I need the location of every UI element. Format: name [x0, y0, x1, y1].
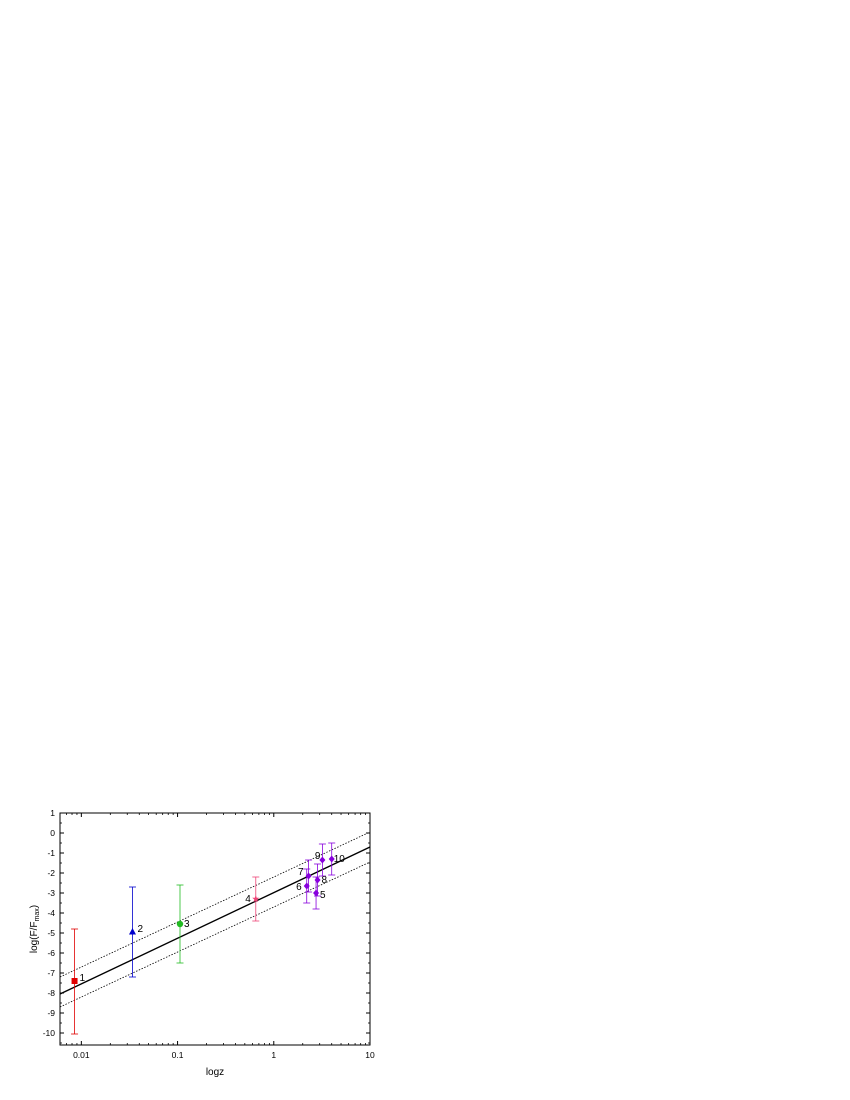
x-tick-label: 1 — [271, 1050, 276, 1060]
upper-bound-line — [59, 831, 371, 978]
point-label-7: 7 — [298, 867, 304, 878]
y-tick-labels: 1 0 -1 -2 -3 -4 -5 -6 -7 -8 -9 -10 — [43, 808, 56, 1038]
point-1-marker — [71, 978, 78, 984]
x-tick-label: 0.01 — [73, 1050, 90, 1060]
point-4-marker — [252, 895, 260, 903]
error-bars — [71, 842, 336, 1035]
point-7-marker — [305, 872, 312, 880]
point-label-8: 8 — [322, 875, 328, 886]
plot-frame — [59, 812, 371, 1046]
plot-lines — [59, 831, 371, 1008]
y-axis-title-main: log(F/F — [29, 921, 40, 953]
y-tick-label: -10 — [43, 1028, 56, 1038]
point-label-5: 5 — [320, 890, 326, 901]
point-label-6: 6 — [296, 882, 302, 893]
point-3-marker — [176, 920, 184, 928]
point-label-4: 4 — [245, 894, 251, 905]
point-9-marker — [319, 856, 326, 864]
point-5-marker — [313, 889, 320, 897]
fit-line — [59, 846, 371, 995]
point-label-1: 1 — [80, 973, 86, 984]
point-label-3: 3 — [184, 919, 190, 930]
y-tick-label: -1 — [47, 848, 55, 858]
y-tick-label: -3 — [47, 888, 55, 898]
y-tick-label: -8 — [47, 988, 55, 998]
y-axis-title-close: ) — [29, 905, 40, 908]
point-6-marker — [303, 882, 310, 890]
y-axis-title-sub: max — [34, 908, 41, 922]
x-tick-labels: 0.01 0.1 1 10 — [73, 1050, 375, 1060]
point-2-marker — [128, 928, 136, 935]
y-tick-label: -7 — [47, 968, 55, 978]
x-tick-label: 0.1 — [172, 1050, 184, 1060]
point-8-marker — [314, 876, 321, 884]
y-tick-label: -9 — [47, 1008, 55, 1018]
y-tick-label: -4 — [47, 908, 55, 918]
y-tick-label: 0 — [50, 828, 55, 838]
x-axis-title: logz — [206, 1067, 224, 1078]
x-tick-label: 10 — [365, 1050, 375, 1060]
point-labels: 1 2 3 4 5 6 7 8 9 10 — [80, 851, 346, 984]
y-tick-label: -6 — [47, 948, 55, 958]
lower-bound-line — [59, 861, 371, 1008]
point-label-9: 9 — [315, 851, 321, 862]
axis-ticks — [59, 812, 371, 1045]
y-axis-title: log(F/Fmax) — [29, 905, 41, 953]
y-tick-label: -5 — [47, 928, 55, 938]
y-tick-label: -2 — [47, 868, 55, 878]
y-tick-label: 1 — [50, 808, 55, 818]
point-label-2: 2 — [137, 924, 143, 935]
point-10-marker — [328, 855, 335, 863]
point-label-10: 10 — [334, 854, 346, 865]
data-markers — [71, 855, 335, 984]
